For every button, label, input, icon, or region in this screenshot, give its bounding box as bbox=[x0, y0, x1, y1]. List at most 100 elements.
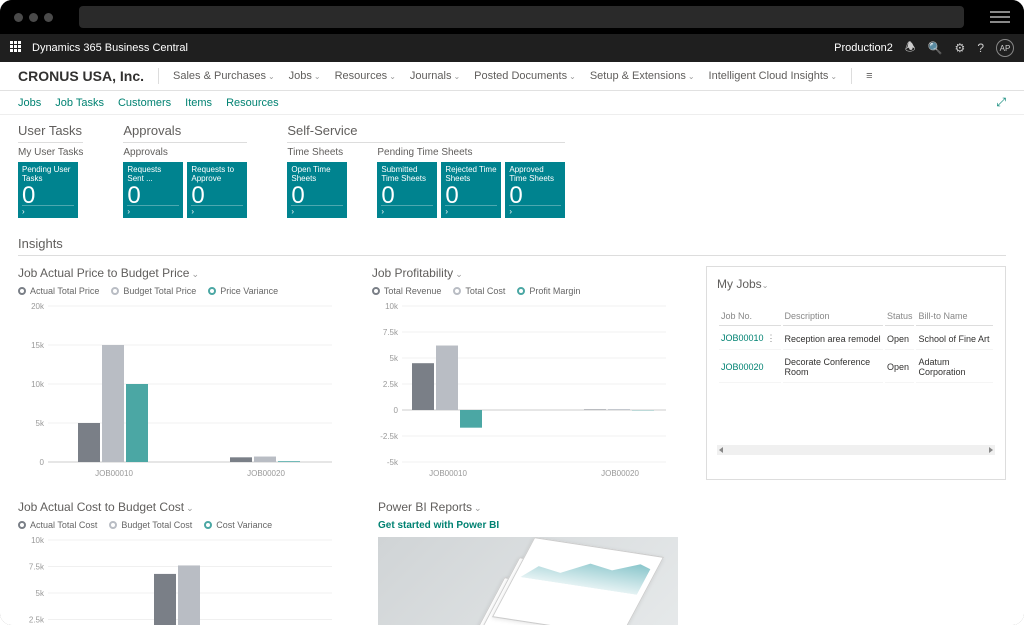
legend-item: Budget Total Price bbox=[111, 286, 196, 296]
kpi-tile[interactable]: Approved Time Sheets0› bbox=[505, 162, 565, 218]
subnav-link[interactable]: Jobs bbox=[18, 97, 41, 109]
nav-item[interactable]: Sales & Purchases⌄ bbox=[173, 70, 275, 82]
app-topbar: Dynamics 365 Business Central Production… bbox=[0, 34, 1024, 62]
nav-item[interactable]: Jobs⌄ bbox=[289, 70, 321, 82]
row-actions-icon[interactable]: ⋮ bbox=[764, 333, 779, 343]
svg-text:-5k: -5k bbox=[387, 458, 399, 467]
gear-icon[interactable]: ⚙ bbox=[955, 41, 966, 55]
bar bbox=[230, 457, 252, 462]
table-cell: Open bbox=[885, 328, 915, 350]
svg-text:10k: 10k bbox=[385, 302, 399, 311]
bell-icon[interactable]: 🕭 bbox=[905, 38, 916, 59]
subnav-link[interactable]: Customers bbox=[118, 97, 171, 109]
divider bbox=[158, 68, 159, 84]
legend-item: Budget Total Cost bbox=[109, 520, 192, 530]
kpi-tile[interactable]: Pending User Tasks0› bbox=[18, 162, 78, 218]
table-row[interactable]: JOB00020Decorate Conference RoomOpenAdat… bbox=[719, 352, 993, 383]
svg-text:7.5k: 7.5k bbox=[29, 563, 45, 572]
powerbi-get-started-link[interactable]: Get started with Power BI bbox=[378, 520, 698, 531]
nav-item[interactable]: Resources⌄ bbox=[335, 70, 396, 82]
window-dot bbox=[14, 13, 23, 22]
browser-menu-icon[interactable] bbox=[990, 11, 1010, 23]
table-cell: JOB00010⋮ bbox=[719, 328, 781, 350]
divider bbox=[851, 68, 852, 84]
svg-text:10k: 10k bbox=[31, 380, 45, 389]
tile-section-subtitle: Time Sheets bbox=[287, 147, 347, 158]
bar bbox=[254, 457, 276, 462]
company-name[interactable]: CRONUS USA, Inc. bbox=[18, 68, 144, 84]
avatar[interactable]: AP bbox=[996, 39, 1014, 57]
bar bbox=[436, 346, 458, 410]
table-header[interactable]: Description bbox=[783, 307, 883, 326]
kpi-tile[interactable]: Submitted Time Sheets0› bbox=[377, 162, 437, 218]
subnav-link[interactable]: Job Tasks bbox=[55, 97, 104, 109]
subnav-link[interactable]: Resources bbox=[226, 97, 279, 109]
subnav-link[interactable]: Items bbox=[185, 97, 212, 109]
help-icon[interactable]: ? bbox=[977, 41, 984, 55]
legend-item: Total Revenue bbox=[372, 286, 442, 296]
svg-text:0: 0 bbox=[40, 458, 45, 467]
powerbi-title[interactable]: Power BI Reports⌄ bbox=[378, 500, 698, 514]
chart-actual-vs-budget-cost: Job Actual Cost to Budget Cost⌄ Actual T… bbox=[18, 500, 358, 625]
chart-title[interactable]: Job Profitability⌄ bbox=[372, 266, 686, 280]
kpi-tile[interactable]: Open Time Sheets0› bbox=[287, 162, 347, 218]
bar bbox=[584, 409, 606, 410]
tile-section-title: User Tasks bbox=[18, 123, 83, 143]
svg-text:-2.5k: -2.5k bbox=[380, 432, 399, 441]
table-header[interactable]: Job No. bbox=[719, 307, 781, 326]
svg-text:5k: 5k bbox=[389, 354, 398, 363]
chart-title[interactable]: Job Actual Price to Budget Price⌄ bbox=[18, 266, 352, 280]
my-jobs-table: Job No.DescriptionStatusBill-to Name JOB… bbox=[717, 305, 995, 385]
main-nav: CRONUS USA, Inc. Sales & Purchases⌄ Jobs⌄… bbox=[0, 62, 1024, 91]
bar bbox=[608, 409, 630, 410]
app-launcher-icon[interactable] bbox=[10, 41, 24, 55]
table-header[interactable]: Status bbox=[885, 307, 915, 326]
nav-more-icon[interactable]: ≡ bbox=[866, 70, 872, 82]
legend-item: Cost Variance bbox=[204, 520, 272, 530]
bar bbox=[154, 574, 176, 625]
nav-item[interactable]: Setup & Extensions⌄ bbox=[590, 70, 695, 82]
table-header[interactable]: Bill-to Name bbox=[916, 307, 993, 326]
legend-item: Actual Total Price bbox=[18, 286, 99, 296]
table-cell: JOB00020 bbox=[719, 352, 781, 383]
bar bbox=[102, 345, 124, 462]
svg-text:7.5k: 7.5k bbox=[383, 328, 399, 337]
insights-heading: Insights bbox=[18, 236, 1006, 256]
bar bbox=[78, 423, 100, 462]
table-cell: Decorate Conference Room bbox=[783, 352, 883, 383]
my-jobs-title[interactable]: My Jobs⌄ bbox=[717, 277, 995, 291]
legend-item: Total Cost bbox=[453, 286, 505, 296]
search-icon[interactable]: 🔍 bbox=[928, 41, 943, 55]
tile-section-subtitle: Approvals bbox=[123, 147, 247, 158]
nav-item[interactable]: Posted Documents⌄ bbox=[474, 70, 576, 82]
tile-section-subtitle: My User Tasks bbox=[18, 147, 83, 158]
svg-text:2.5k: 2.5k bbox=[383, 380, 399, 389]
tile-section-subtitle: Pending Time Sheets bbox=[377, 147, 565, 158]
kpi-tile[interactable]: Rejected Time Sheets0› bbox=[441, 162, 501, 218]
tile-section-title: Approvals bbox=[123, 123, 247, 143]
svg-text:JOB00010: JOB00010 bbox=[429, 469, 467, 478]
product-name: Dynamics 365 Business Central bbox=[32, 42, 188, 54]
svg-text:20k: 20k bbox=[31, 302, 45, 311]
kpi-tile[interactable]: Requests Sent ... Approval0› bbox=[123, 162, 183, 218]
svg-text:5k: 5k bbox=[36, 419, 45, 428]
svg-text:JOB00020: JOB00020 bbox=[247, 469, 285, 478]
bar bbox=[412, 363, 434, 410]
table-row[interactable]: JOB00010⋮Reception area remodelOpenSchoo… bbox=[719, 328, 993, 350]
bar bbox=[278, 461, 300, 462]
my-jobs-panel: My Jobs⌄ Job No.DescriptionStatusBill-to… bbox=[706, 266, 1006, 480]
kpi-tile[interactable]: Requests to Approve0› bbox=[187, 162, 247, 218]
nav-item[interactable]: Journals⌄ bbox=[410, 70, 460, 82]
expand-icon[interactable]: ⤢ bbox=[996, 95, 1006, 110]
bar bbox=[460, 410, 482, 428]
chart-title[interactable]: Job Actual Cost to Budget Cost⌄ bbox=[18, 500, 358, 514]
nav-item[interactable]: Intelligent Cloud Insights⌄ bbox=[709, 70, 838, 82]
powerbi-preview-image bbox=[378, 537, 678, 625]
url-bar[interactable] bbox=[79, 6, 964, 28]
environment-label: Production2 bbox=[834, 42, 893, 54]
legend-item: Price Variance bbox=[208, 286, 278, 296]
svg-text:0: 0 bbox=[393, 406, 398, 415]
chart-job-profitability: Job Profitability⌄ Total Revenue Total Co… bbox=[372, 266, 686, 480]
horizontal-scrollbar[interactable] bbox=[717, 445, 995, 455]
svg-text:5k: 5k bbox=[36, 589, 45, 598]
